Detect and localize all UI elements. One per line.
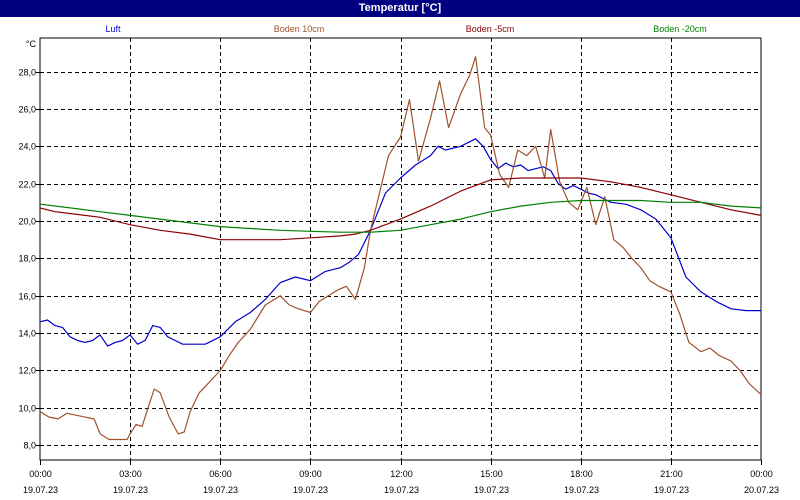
series-lines [39,56,762,441]
plot-frame [39,37,762,461]
axes: 28,0 26,0 24,0 22,0 20,0 18,0 16,0 14,0 12,0 10,0… [18,39,779,495]
chart-title: Temperatur [°C] [0,0,800,17]
x-tick-label-date: 19.07.23 [23,485,58,495]
x-tick-label-date: 19.07.23 [293,485,328,495]
x-tick-label-date: 19.07.23 [203,485,238,495]
series-line-0 [39,138,761,347]
x-tick-label-time: 18:00 [570,469,593,479]
y-tick-label: 14,0 [18,329,36,339]
x-tick-label-date: 19.07.23 [113,485,148,495]
y-tick-label: 18,0 [18,254,36,264]
x-tick-label-date: 20.07.23 [744,485,779,495]
y-tick-label: 28,0 [18,68,36,78]
x-tick-label-time: 03:00 [119,469,142,479]
legend-entry-0: Luft [105,24,121,34]
x-tick-label-time: 06:00 [209,469,232,479]
x-tick-label-time: 12:00 [390,469,413,479]
x-tick-label-time: 09:00 [299,469,322,479]
series-line-3 [39,199,762,233]
x-tick-label-date: 19.07.23 [384,485,419,495]
legend: Luft Boden 10cm Boden -5cm Boden -20cm [105,24,706,34]
y-tick-label: 26,0 [18,105,36,115]
x-tick-label-time: 00:00 [750,469,773,479]
y-tick-label: 12,0 [18,366,36,376]
legend-entry-2: Boden -5cm [466,24,515,34]
y-tick-label: 22,0 [18,180,36,190]
grid [39,37,762,461]
y-tick-label: 8,0 [23,441,36,451]
x-tick-label-date: 19.07.23 [654,485,689,495]
y-tick-label: 16,0 [18,292,36,302]
y-tick-label: 20,0 [18,217,36,227]
chart-canvas: 28,0 26,0 24,0 22,0 20,0 18,0 16,0 14,0 12,0 10,0… [18,24,779,495]
x-tick-label-time: 00:00 [29,469,52,479]
legend-entry-1: Boden 10cm [274,24,325,34]
x-tick-label-date: 19.07.23 [474,485,509,495]
x-tick-label-time: 15:00 [480,469,503,479]
x-tick-label-time: 21:00 [660,469,683,479]
legend-entry-3: Boden -20cm [653,24,707,34]
y-tick-label: 24,0 [18,142,36,152]
series-line-1 [39,56,762,441]
y-axis-label: °C [26,39,37,49]
x-tick-label-date: 19.07.23 [564,485,599,495]
y-tick-label: 10,0 [18,404,36,414]
